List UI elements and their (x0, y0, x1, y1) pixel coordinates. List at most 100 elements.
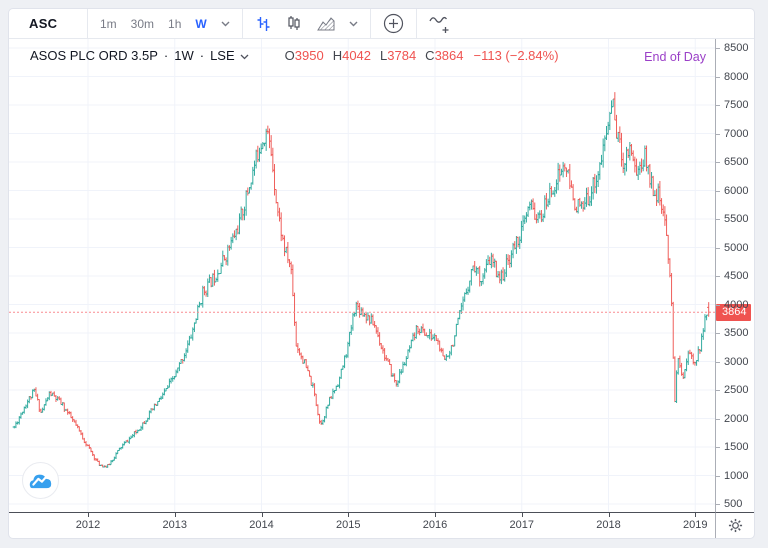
interval-weekly[interactable]: W (195, 16, 207, 31)
y-axis-tick (716, 418, 720, 420)
y-axis-label: 3000 (724, 355, 749, 368)
price-bar (679, 362, 684, 376)
price-bar (568, 164, 572, 190)
price-bar (406, 349, 410, 359)
chart-main: ASOS PLC ORD 3.5P · 1W · LSE O3950 H4042… (9, 39, 754, 538)
price-bar (579, 201, 584, 209)
price-bar (368, 315, 372, 326)
interval-30m[interactable]: 30m (130, 16, 155, 31)
price-bar (661, 204, 665, 217)
interval-1h[interactable]: 1h (168, 16, 182, 31)
compare-icon[interactable] (383, 13, 404, 34)
price-bar (316, 404, 320, 416)
symbol-search[interactable]: ASC (9, 9, 87, 38)
price-bar (266, 125, 270, 135)
x-axis-tick (348, 513, 350, 517)
price-bar (398, 368, 402, 384)
price-bar (246, 187, 250, 196)
price-bar (598, 162, 602, 180)
price-bar (162, 388, 167, 396)
price-bar (34, 387, 38, 397)
price-bar (466, 286, 470, 295)
price-bar (337, 376, 342, 389)
price-bar (494, 260, 498, 278)
price-bar (127, 436, 131, 444)
interval-1m[interactable]: 1m (100, 16, 117, 31)
price-bar (564, 167, 569, 177)
last-price-tag: 3864 (716, 303, 751, 321)
price-bar (274, 189, 278, 204)
price-bar (219, 262, 223, 275)
interval-chevron-down-icon[interactable] (221, 21, 230, 27)
y-axis-label: 1000 (724, 469, 749, 482)
y-axis-tick (716, 133, 720, 135)
ohlc-values: O3950 H4042 L3784 C3864 (285, 48, 464, 63)
price-bar (294, 321, 298, 347)
area-chart-icon[interactable] (316, 16, 335, 31)
chart-legend[interactable]: ASOS PLC ORD 3.5P · 1W · LSE O3950 H4042… (30, 48, 559, 63)
plot-svg[interactable] (9, 39, 715, 512)
price-bar (516, 236, 520, 248)
legend-interval: 1W (174, 48, 194, 63)
price-bar (433, 333, 437, 342)
price-bar (674, 370, 679, 404)
price-bar (479, 281, 483, 286)
settings-gear-icon (728, 518, 742, 533)
tradingview-cloud-icon (29, 474, 52, 488)
price-bar (591, 177, 595, 200)
toolbar-divider (87, 8, 88, 39)
y-axis-label: 2000 (724, 412, 749, 425)
price-axis[interactable]: 3864 8500 8000 7500 7000 6500 6000 5500 5000 450… (715, 39, 754, 512)
price-bar (629, 143, 634, 156)
y-axis-tick (716, 304, 720, 306)
price-bar (156, 400, 160, 406)
price-bar (503, 269, 507, 282)
price-bar (44, 398, 48, 406)
chart-type-group (243, 9, 370, 38)
price-bar (393, 373, 397, 383)
price-bar (693, 361, 697, 366)
price-bar (504, 254, 508, 278)
price-bar (371, 314, 375, 326)
price-bar (683, 369, 687, 379)
y-axis-tick (716, 390, 720, 391)
price-bar (396, 380, 400, 387)
price-bar (252, 160, 257, 176)
axis-settings-corner[interactable] (715, 512, 754, 538)
price-bar (476, 267, 480, 274)
price-bar (468, 280, 472, 293)
compare-group (371, 9, 416, 38)
price-bar (506, 254, 510, 266)
legend-chevron-down-icon[interactable] (240, 54, 249, 60)
price-bar (658, 181, 662, 206)
price-bar (596, 171, 600, 188)
price-bar (314, 393, 318, 407)
price-bar (698, 348, 702, 354)
price-bar (221, 250, 225, 267)
price-bar (232, 230, 237, 239)
chart-type-chevron-down-icon[interactable] (349, 21, 358, 27)
bars-chart-icon[interactable] (255, 15, 272, 32)
price-bar (448, 350, 452, 359)
time-axis[interactable]: 2012 2013 2014 2015 2016 2017 2018 2019 (9, 512, 715, 538)
price-bar (601, 138, 605, 168)
price-bar (122, 441, 126, 446)
price-bar (469, 268, 473, 286)
price-bar (132, 431, 136, 438)
price-bar (309, 375, 313, 386)
price-bar (571, 184, 575, 201)
price-bar (559, 168, 564, 176)
y-axis-tick (716, 219, 720, 220)
candlestick-chart-icon[interactable] (286, 15, 303, 32)
price-bar (251, 166, 255, 185)
price-bar (276, 201, 280, 217)
y-axis-tick (716, 447, 720, 448)
y-axis-label: 4500 (724, 270, 749, 282)
indicators-icon[interactable] (429, 14, 451, 33)
price-bar (92, 454, 96, 461)
price-bar (519, 220, 524, 244)
price-bar (167, 378, 172, 388)
open-value: 3950 (294, 48, 324, 63)
price-bar (441, 348, 445, 357)
tradingview-logo[interactable] (22, 462, 59, 499)
